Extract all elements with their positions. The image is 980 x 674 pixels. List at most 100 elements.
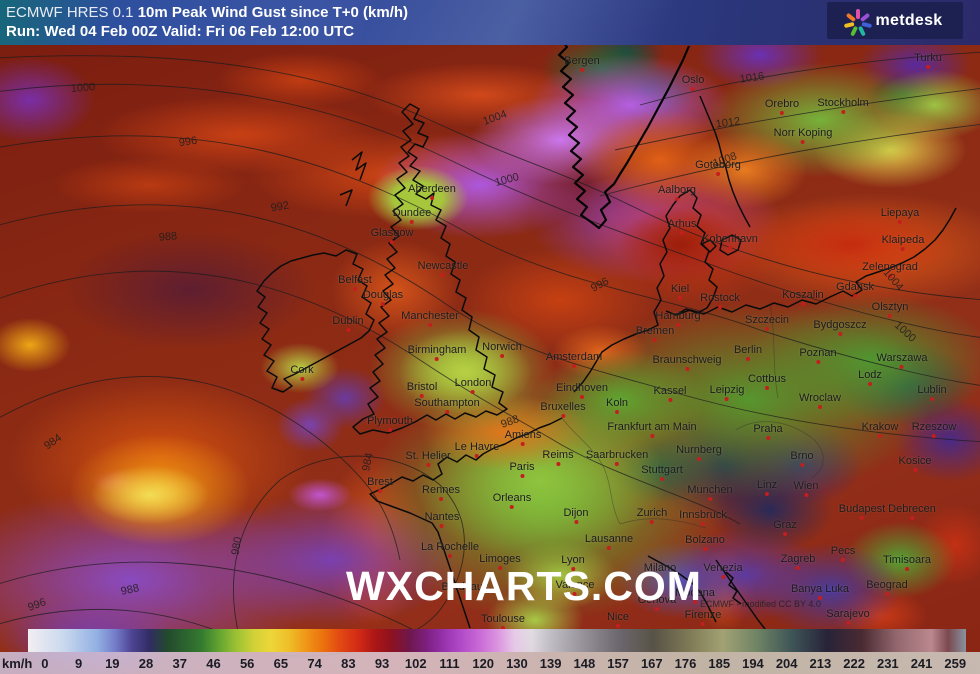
- city-dot: [780, 111, 784, 115]
- city-label: Newcastle: [418, 261, 468, 277]
- city-dot: [900, 365, 904, 369]
- colorbar-tick: 19: [105, 655, 120, 671]
- city-dot: [653, 338, 657, 342]
- city-label: Liepaya: [881, 208, 919, 224]
- city-dot: [445, 410, 449, 414]
- city-name: Pecs: [830, 545, 856, 557]
- city-label: Douglas: [363, 290, 403, 306]
- city-label: Szczecin: [745, 315, 789, 331]
- colorbar-tick: 157: [607, 655, 629, 671]
- city-dot: [816, 360, 820, 364]
- city-label: Krakow: [862, 422, 898, 438]
- city-name: Bremen: [635, 325, 675, 337]
- isobar-label: 996: [26, 596, 48, 614]
- city-label: Paris: [509, 462, 535, 478]
- city-label: Innsbruck: [679, 510, 727, 526]
- colorbar-tick: 111: [439, 655, 460, 671]
- city-name: Braunschweig: [652, 354, 722, 366]
- city-label: Bruxelles: [540, 402, 586, 418]
- city-dot: [299, 377, 304, 381]
- city-dot: [680, 231, 684, 235]
- city-name: Nice: [606, 611, 630, 623]
- city-dot: [678, 296, 682, 300]
- city-label: Amsterdam: [546, 352, 602, 368]
- colorbar-tick: 259: [944, 655, 967, 671]
- colorbar-unit-label: km/h: [2, 655, 33, 671]
- city-label: Belfast: [338, 275, 372, 291]
- city-label: Poznan: [799, 348, 837, 364]
- city-name: Lodz: [858, 369, 882, 381]
- city-name: Orleans: [492, 492, 532, 504]
- city-label: Manchester: [401, 311, 459, 327]
- norway-coast: [557, 37, 691, 230]
- city-dot: [804, 493, 808, 497]
- metdesk-pinwheel-icon: [844, 8, 873, 36]
- city-label: Turku: [914, 53, 942, 69]
- city-name: Norwich: [482, 341, 522, 353]
- city-label: Venezia: [703, 563, 743, 579]
- city-label: Stuttgart: [641, 465, 683, 481]
- colorbar-tick: 213: [809, 655, 832, 671]
- country-borders: [561, 303, 824, 529]
- isobar-label: 1012: [715, 115, 741, 131]
- city-dot: [913, 468, 917, 472]
- city-dot: [555, 462, 560, 466]
- city-label: Orleans: [492, 492, 532, 509]
- city-name: Nantes: [424, 511, 460, 523]
- colorbar-tick: 102: [404, 655, 427, 671]
- city-dot: [718, 305, 722, 309]
- colorbar-tick: 83: [341, 655, 356, 671]
- city-label: Lausanne: [585, 534, 633, 550]
- city-name: Kosice: [898, 455, 932, 467]
- city-dot: [932, 434, 936, 438]
- city-name: Goteborg: [695, 159, 741, 171]
- colorbar-tick: 37: [172, 655, 187, 671]
- chart-title-line: ECMWF HRES 0.1 10m Peak Wind Gust since …: [6, 3, 408, 22]
- city-dot: [448, 554, 452, 558]
- city-dot: [888, 274, 892, 278]
- city-label: Firenze: [685, 610, 721, 626]
- city-name: Sarajevo: [826, 608, 870, 620]
- city-dot: [852, 294, 857, 298]
- city-name: Plymouth: [367, 415, 413, 427]
- city-dot: [427, 323, 432, 327]
- city-name: Graz: [773, 519, 797, 531]
- city-name: Praha: [753, 423, 783, 435]
- city-label: Bydgoszcz: [813, 320, 867, 336]
- city-dot: [409, 220, 414, 224]
- colorbar-tick: 0: [41, 655, 49, 671]
- colorbar-tick: 120: [472, 655, 495, 671]
- colorbar-tick: 231: [876, 655, 899, 671]
- city-label: Toulouse: [481, 614, 525, 630]
- city-name: Leipzig: [709, 384, 745, 396]
- city-dot: [909, 516, 914, 520]
- city-dot: [615, 624, 620, 628]
- city-label: Aberdeen: [408, 184, 456, 200]
- city-label: Bristol: [407, 382, 437, 398]
- city-name: Timisoara: [883, 554, 931, 566]
- city-name: Szczecin: [744, 314, 790, 326]
- city-label: Sarajevo: [826, 608, 870, 625]
- city-dot: [716, 172, 720, 176]
- city-dot: [438, 497, 443, 501]
- isobar-label: 1008: [711, 150, 739, 170]
- city-label: Cottbus: [748, 374, 786, 390]
- colorbar-tick: 130: [506, 655, 528, 671]
- city-label: Berlin: [734, 345, 762, 361]
- city-dot: [430, 196, 434, 200]
- city-label: Amiens: [505, 430, 541, 446]
- city-dot: [691, 87, 695, 91]
- isobar-label: 1000: [70, 80, 96, 96]
- city-dot: [389, 240, 394, 244]
- city-label: Kiel: [671, 284, 689, 300]
- colorbar-tick: 56: [239, 655, 255, 671]
- city-name: Amsterdam: [545, 351, 603, 363]
- city-label: Olsztyn: [872, 302, 908, 318]
- city-label: Southampton: [414, 398, 480, 414]
- city-label: Wroclaw: [799, 393, 841, 409]
- city-name: Warszawa: [876, 352, 928, 364]
- city-dot: [426, 463, 430, 467]
- city-name: Kassel: [653, 385, 687, 397]
- colorbar-tick: 46: [206, 655, 221, 671]
- isobar-label: 996: [178, 134, 198, 150]
